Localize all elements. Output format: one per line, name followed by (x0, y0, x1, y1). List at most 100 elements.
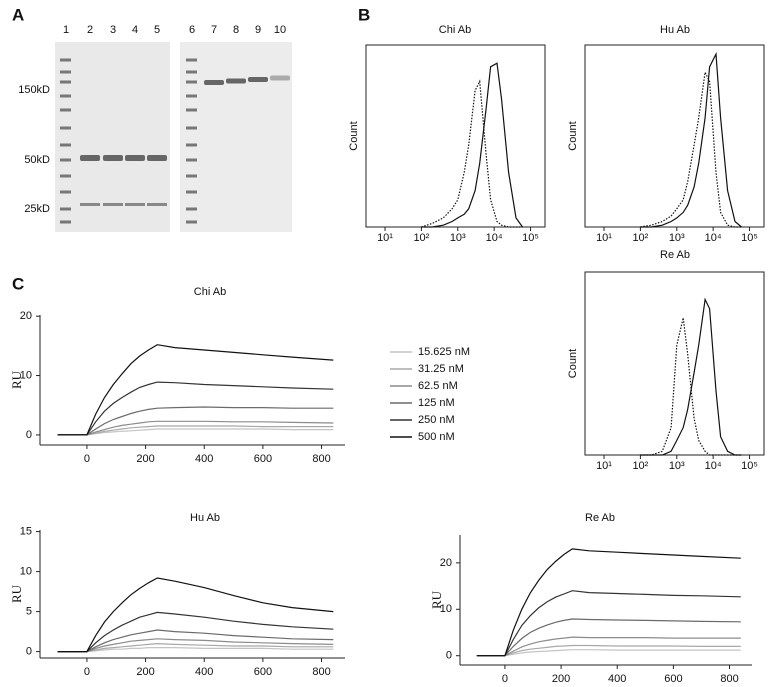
data-line (57, 611, 334, 653)
x-tick-label: 10¹ (596, 232, 612, 244)
x-tick-label: 600 (664, 673, 682, 685)
ladder-band (60, 94, 71, 98)
plot-frame (365, 44, 546, 228)
data-line (476, 644, 741, 657)
ladder-band (186, 80, 197, 84)
data-line (57, 344, 334, 436)
gel-left (55, 42, 170, 232)
y-tick-label: 0 (446, 650, 452, 662)
y-axis-label: Count (348, 121, 360, 150)
data-line (57, 420, 334, 436)
x-tick-label: 10² (632, 232, 648, 244)
data-line (57, 638, 334, 653)
lane-label: 6 (189, 24, 195, 36)
ladder-band (186, 174, 197, 178)
x-tick-label: 0 (84, 666, 90, 678)
y-tick-label: 10 (440, 603, 452, 615)
legend-label: 62.5 nM (418, 380, 458, 392)
legend-label: 250 nM (418, 414, 455, 426)
x-tick-label: 800 (720, 673, 738, 685)
x-tick-label: 200 (136, 453, 154, 465)
x-tick-label: 200 (552, 673, 570, 685)
x-tick-label: 0 (84, 453, 90, 465)
ladder-band (186, 108, 197, 112)
igg-band (204, 80, 224, 85)
data-line (57, 642, 334, 653)
marker-label: 150kD (18, 84, 50, 96)
marker-label: 25kD (24, 203, 50, 215)
panel-label: B (358, 5, 370, 24)
lane-label: 3 (110, 24, 116, 36)
chart-title: Hu Ab (190, 512, 220, 524)
y-tick-label: 0 (26, 646, 32, 658)
legend-label: 500 nM (418, 431, 455, 443)
ladder-band (60, 158, 71, 162)
legend-label: 125 nM (418, 397, 455, 409)
heavy-band (125, 155, 145, 161)
light-band (80, 203, 100, 206)
heavy-band (147, 155, 167, 161)
legend-label: 31.25 nM (418, 363, 464, 375)
x-tick-label: 10⁴ (705, 232, 722, 244)
lane-label: 4 (132, 24, 138, 36)
x-tick-label: 0 (502, 673, 508, 685)
y-tick-label: 0 (26, 429, 32, 441)
heavy-band (80, 155, 100, 161)
ladder-band (60, 70, 71, 74)
x-tick-label: 10¹ (377, 232, 393, 244)
igg-band (270, 75, 290, 81)
gel-right (180, 42, 292, 232)
lane-label: 9 (255, 24, 261, 36)
ladder-band (186, 58, 197, 62)
data-line (421, 62, 523, 228)
x-tick-label: 800 (312, 666, 330, 678)
lane-label: 10 (274, 24, 286, 36)
lane-label: 2 (87, 24, 93, 36)
marker-label: 50kD (24, 154, 50, 166)
ladder-band (60, 190, 71, 194)
ladder-band (60, 143, 71, 147)
data-line (57, 428, 334, 436)
x-tick-label: 10⁴ (486, 232, 503, 244)
data-line (57, 381, 334, 436)
plot-frame (584, 271, 765, 456)
light-band (125, 203, 145, 206)
ladder-band (186, 70, 197, 74)
data-line (476, 636, 741, 657)
chart-title: Chi Ab (194, 286, 226, 298)
plot-frame (584, 44, 765, 228)
data-line (476, 618, 741, 657)
y-axis-label: RU (9, 584, 24, 603)
x-tick-label: 10³ (669, 460, 685, 472)
x-tick-label: 10⁵ (741, 460, 758, 472)
x-tick-label: 10¹ (596, 460, 612, 472)
ladder-band (186, 158, 197, 162)
chart-title: Chi Ab (439, 24, 471, 36)
x-tick-label: 10³ (450, 232, 466, 244)
ladder-band (186, 190, 197, 194)
panel-label: A (12, 5, 24, 24)
y-axis-label: RU (429, 590, 444, 609)
x-tick-label: 10² (413, 232, 429, 244)
ladder-band (60, 58, 71, 62)
x-tick-label: 400 (195, 666, 213, 678)
lane-label: 5 (154, 24, 160, 36)
x-tick-label: 10⁵ (522, 232, 539, 244)
ladder-band (60, 108, 71, 112)
y-tick-label: 5 (26, 606, 32, 618)
y-axis-label: RU (9, 370, 24, 389)
data-line (640, 51, 742, 228)
ladder-band (60, 174, 71, 178)
data-line (57, 425, 334, 436)
y-tick-label: 20 (440, 557, 452, 569)
y-tick-label: 15 (20, 526, 32, 538)
heavy-band (103, 155, 123, 161)
ladder-band (186, 207, 197, 211)
ladder-band (186, 143, 197, 147)
x-tick-label: 10² (632, 460, 648, 472)
chart-title: Re Ab (585, 512, 615, 524)
ladder-band (186, 220, 197, 224)
data-line (57, 577, 334, 653)
data-line (476, 548, 741, 657)
